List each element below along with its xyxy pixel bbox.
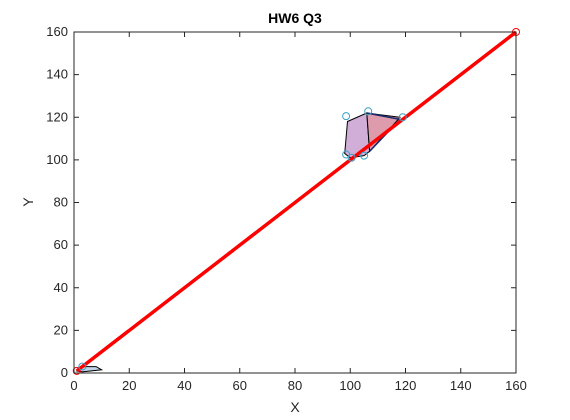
vertex-marker: [347, 153, 356, 162]
x-tick-label: 100: [339, 378, 361, 393]
y-tick-label: 60: [54, 237, 68, 252]
x-tick-label: 40: [177, 378, 191, 393]
x-tick-label: 80: [288, 378, 302, 393]
chart-title: HW6 Q3: [268, 10, 322, 26]
vertex-marker: [398, 113, 407, 122]
vertex-marker: [78, 362, 87, 371]
vertex-marker: [342, 112, 351, 121]
line-endpoint-marker: [72, 366, 81, 375]
y-tick-label: 40: [54, 280, 68, 295]
y-tick-label: 0: [61, 365, 68, 380]
x-tick-label: 0: [70, 378, 77, 393]
x-tick-label: 60: [233, 378, 247, 393]
plot-area: 0 20 40 60 80 100 120 140 160 0 20 40 60 80 100 120 140 1…: [46, 24, 527, 393]
y-tick-label: 120: [46, 109, 68, 124]
x-tick-label: 120: [395, 378, 417, 393]
x-tick-label: 160: [505, 378, 527, 393]
x-axis-label: X: [290, 399, 300, 415]
vertex-marker: [364, 107, 373, 116]
line-series: [75, 30, 518, 373]
tick-layer: 0 20 40 60 80 100 120 140 160 0 20 40 60 80 100 120 140 1…: [46, 24, 527, 393]
y-tick-label: 80: [54, 195, 68, 210]
y-tick-label: 100: [46, 152, 68, 167]
y-axis-label: Y: [20, 197, 36, 207]
series-layer: [72, 28, 520, 375]
x-tick-label: 140: [450, 378, 472, 393]
x-tick-label: 20: [122, 378, 136, 393]
y-tick-label: 160: [46, 24, 68, 39]
vertex-marker: [360, 151, 369, 160]
y-tick-label: 20: [54, 322, 68, 337]
y-tick-label: 140: [46, 67, 68, 82]
